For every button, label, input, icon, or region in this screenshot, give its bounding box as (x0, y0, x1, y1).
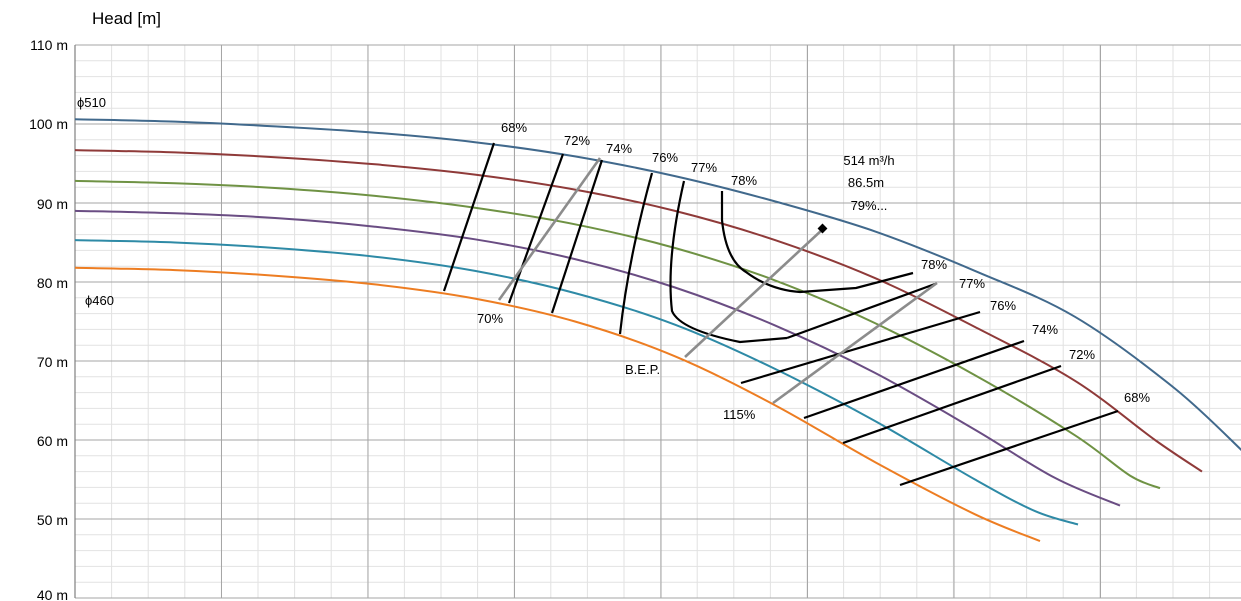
efficiency-line-72-right (842, 364, 1062, 445)
efficiency-line-76-left (618, 172, 654, 335)
iso-efficiency-lines (442, 142, 1119, 487)
y-tick-label: 70 m (37, 354, 68, 370)
head-curve-5 (74, 239, 1079, 526)
bep-label: B.E.P. (625, 362, 660, 377)
efficiency-labels: 68% 72% 74% 76% 77% 78% 70% 78% 77% 76% … (477, 120, 1150, 405)
efficiency-line-77-right (786, 282, 936, 340)
y-tick-label: 80 m (37, 275, 68, 291)
reference-line-70-percent (497, 157, 602, 301)
efficiency-label: 70% (477, 311, 503, 326)
efficiency-line-68-right (899, 409, 1119, 487)
head-curve-3 (74, 179, 1161, 490)
efficiency-line-74-right (803, 339, 1025, 420)
impeller-label-min: ϕ460 (85, 293, 114, 308)
head-curve-6 (74, 266, 1041, 543)
reference-lines (497, 157, 938, 405)
efficiency-label: 74% (1032, 322, 1058, 337)
minor-gridlines (74, 45, 1241, 598)
efficiency-line-68-left (442, 142, 496, 292)
y-tick-label: 50 m (37, 512, 68, 528)
bep-efficiency-label: 79%... (851, 198, 888, 213)
y-tick-label: 100 m (29, 116, 68, 132)
y-tick-label: 90 m (37, 196, 68, 212)
efficiency-label: 72% (1069, 347, 1095, 362)
efficiency-label: 77% (691, 160, 717, 175)
efficiency-label: 78% (731, 173, 757, 188)
reference-line-115-percent (772, 281, 938, 405)
bep-flow-label: 514 m³/h (843, 153, 894, 168)
y-tick-label: 110 m (30, 37, 68, 53)
overload-label: 115% (723, 407, 756, 422)
efficiency-line-74-left (550, 159, 604, 314)
head-curve-4 (74, 209, 1121, 507)
efficiency-line-77-contour (669, 180, 788, 344)
efficiency-line-76-right (740, 310, 981, 385)
impeller-label-max: ϕ510 (77, 95, 106, 110)
efficiency-label: 68% (1124, 390, 1150, 405)
efficiency-label: 76% (652, 150, 678, 165)
efficiency-label: 72% (564, 133, 590, 148)
head-curve-1 (74, 118, 1241, 451)
y-axis-tick-labels: 110 m 100 m 90 m 80 m 70 m 60 m 50 m 40 … (29, 37, 68, 601)
y-tick-label: 60 m (37, 433, 68, 449)
efficiency-label: 74% (606, 141, 632, 156)
head-curves (74, 118, 1241, 543)
y-tick-label: 40 m (37, 587, 68, 601)
bep-annotation: 514 m³/h 86.5m 79%... (843, 153, 894, 213)
efficiency-label: 76% (990, 298, 1016, 313)
y-axis-title: Head [m] (92, 9, 161, 28)
efficiency-label: 77% (959, 276, 985, 291)
bep-head-label: 86.5m (848, 175, 884, 190)
efficiency-label: 78% (921, 257, 947, 272)
efficiency-line-72-left (507, 153, 565, 304)
efficiency-label: 68% (501, 120, 527, 135)
major-gridlines (74, 44, 1241, 599)
efficiency-line-78-contour (720, 191, 914, 294)
bep-marker (817, 223, 828, 234)
reference-line-bep (684, 228, 824, 358)
